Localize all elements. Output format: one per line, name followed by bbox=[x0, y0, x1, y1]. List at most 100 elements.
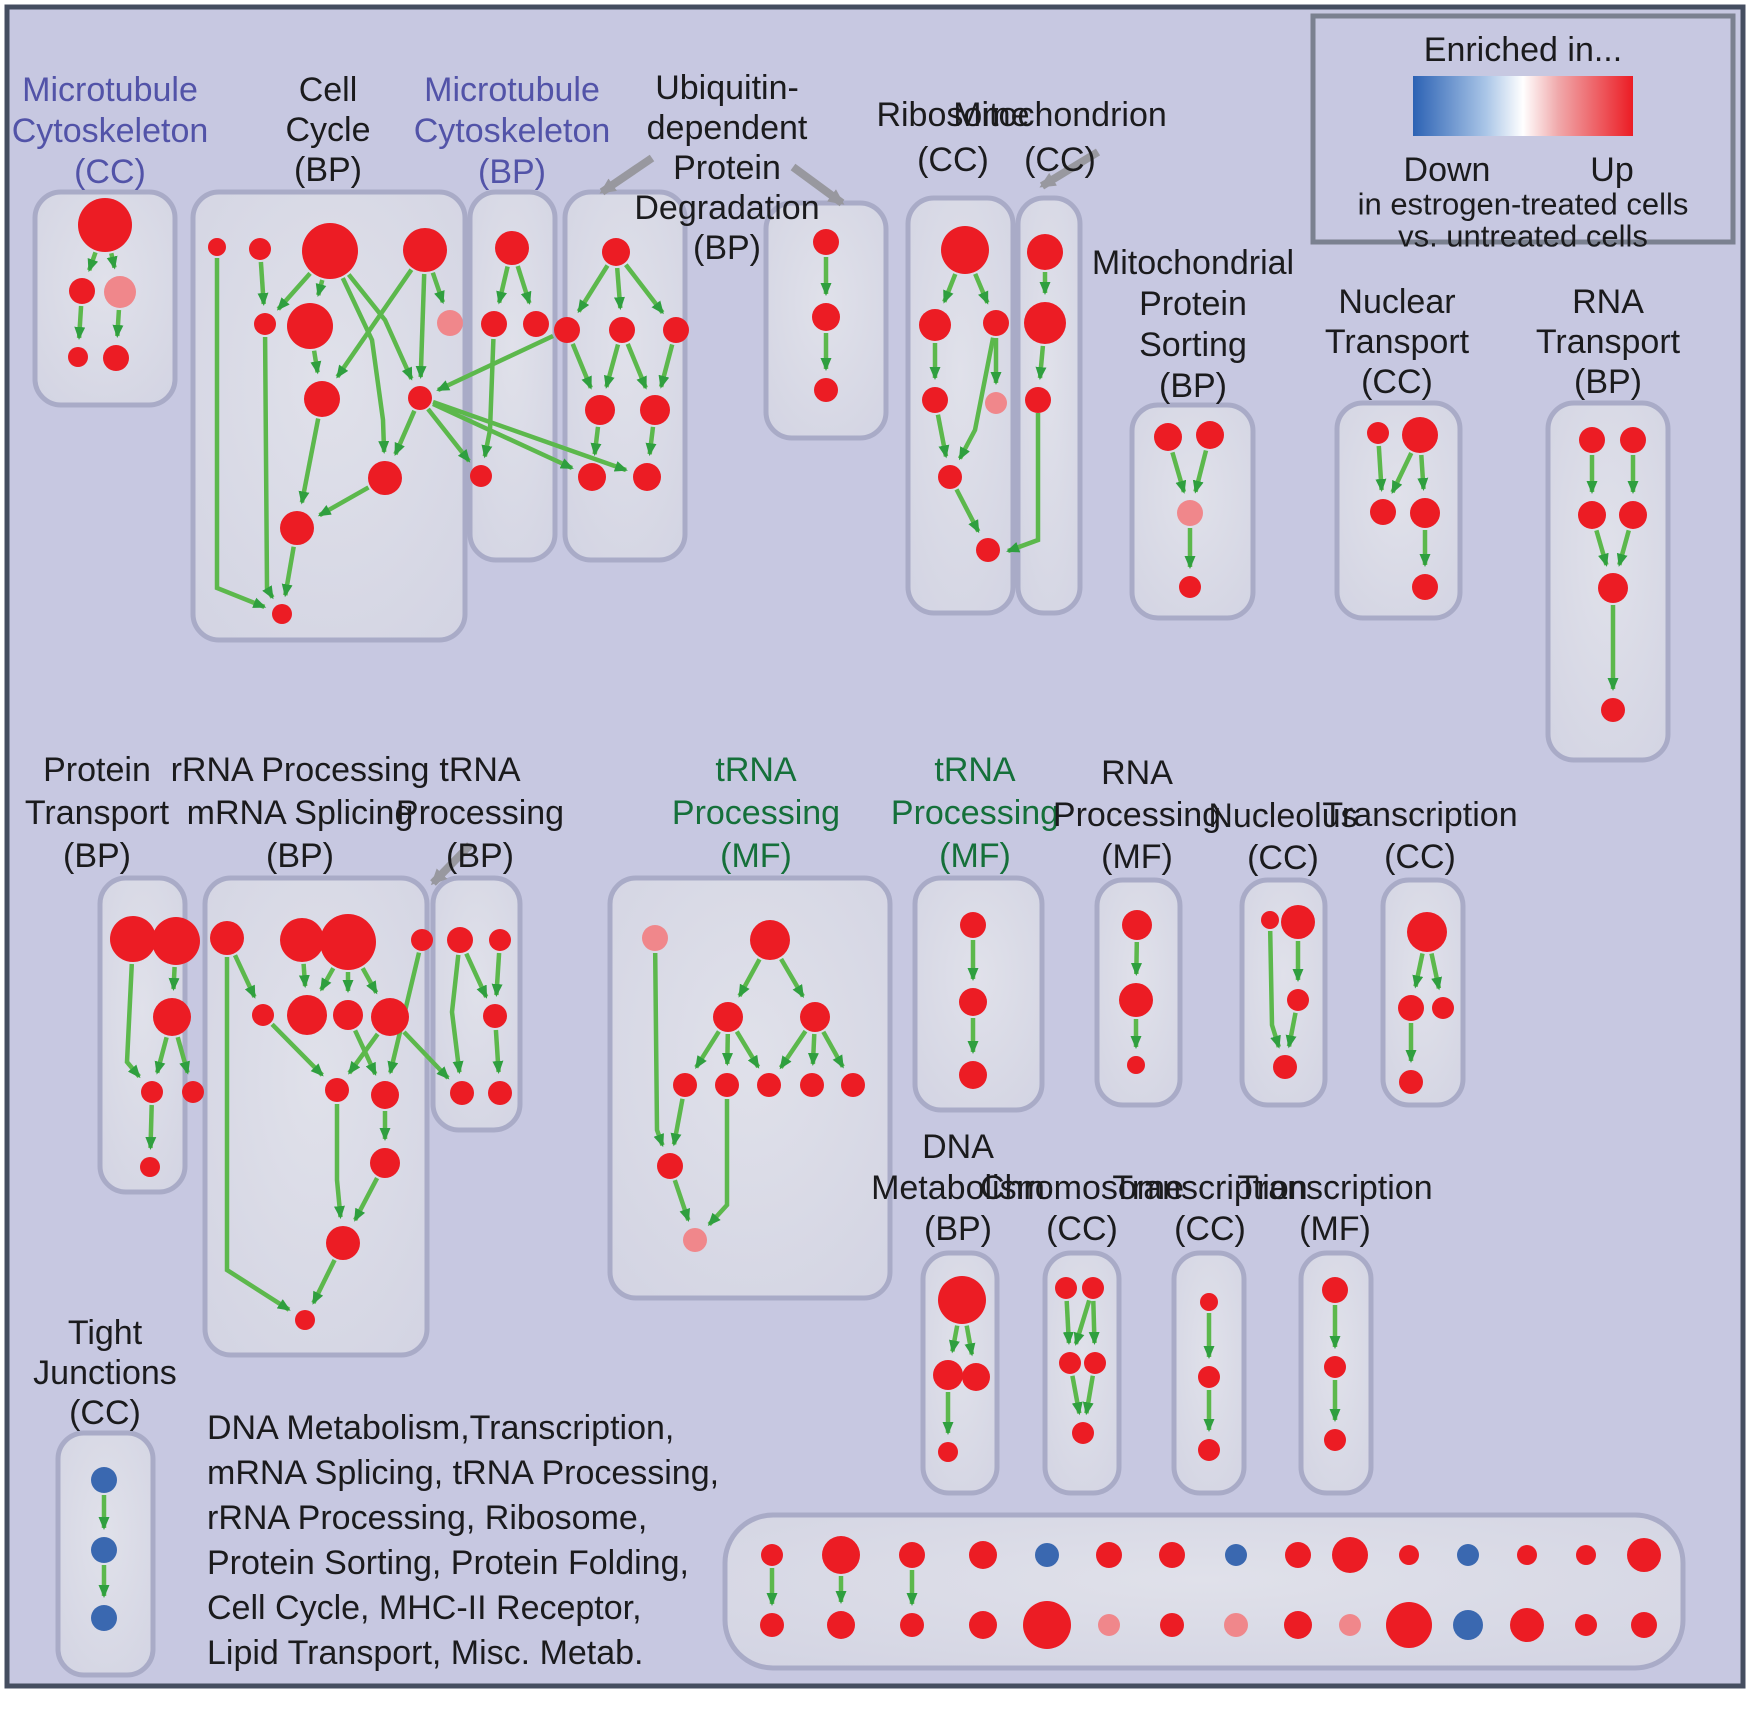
hierarchy-arrow bbox=[1412, 953, 1425, 989]
go-term-node bbox=[78, 198, 132, 252]
hierarchy-arrow bbox=[942, 273, 958, 304]
go-term-node bbox=[554, 317, 580, 343]
go-term-node bbox=[760, 1613, 784, 1637]
hierarchy-arrow bbox=[603, 343, 621, 389]
go-term-node bbox=[813, 229, 839, 255]
cluster-label: (BP) bbox=[924, 1210, 992, 1248]
go-term-node bbox=[371, 1081, 399, 1109]
cluster-label: dependent bbox=[647, 109, 808, 147]
cluster-label: (BP) bbox=[63, 837, 131, 875]
hierarchy-arrow bbox=[232, 954, 257, 999]
hierarchy-arrow bbox=[393, 409, 417, 457]
go-term-node bbox=[333, 1000, 363, 1030]
hierarchy-arrow bbox=[214, 258, 267, 609]
cluster-label: (CC) bbox=[69, 1394, 141, 1432]
go-term-node bbox=[252, 1004, 274, 1026]
go-term-node bbox=[1127, 1056, 1145, 1074]
hierarchy-arrow bbox=[1616, 529, 1631, 567]
cluster-label: Mitochondrion bbox=[953, 96, 1167, 134]
go-term-node bbox=[962, 1363, 990, 1391]
cluster-label: Processing bbox=[891, 794, 1059, 832]
hierarchy-arrow bbox=[87, 251, 99, 273]
go-term-node bbox=[983, 310, 1009, 336]
hierarchy-arrow bbox=[74, 305, 86, 340]
cluster-label: (MF) bbox=[1299, 1210, 1371, 1248]
go-term-node bbox=[1287, 989, 1309, 1011]
label-pointer-arrow bbox=[599, 154, 655, 196]
hierarchy-arrow bbox=[779, 957, 805, 999]
go-term-node bbox=[713, 1002, 743, 1032]
hierarchy-arrow bbox=[319, 967, 336, 992]
cluster-label: Microtubule bbox=[22, 71, 198, 109]
cluster-label: Processing bbox=[1053, 796, 1221, 834]
cluster-label: (MF) bbox=[939, 837, 1011, 875]
go-term-node bbox=[585, 395, 615, 425]
go-term-node bbox=[1399, 1070, 1423, 1094]
cluster-label: (BP) bbox=[1159, 367, 1227, 405]
go-term-node bbox=[609, 317, 635, 343]
go-term-node bbox=[827, 1611, 855, 1639]
go-term-node bbox=[1098, 1614, 1120, 1636]
go-term-node bbox=[757, 1073, 781, 1097]
hierarchy-arrow bbox=[721, 1033, 733, 1066]
go-term-node bbox=[715, 1073, 739, 1097]
go-term-node bbox=[640, 395, 670, 425]
summary-note-line: Cell Cycle, MHC-II Receptor, bbox=[207, 1589, 642, 1627]
cross-cluster-arrow bbox=[1006, 413, 1041, 554]
cluster-label: Processing bbox=[396, 794, 564, 832]
hierarchy-arrow bbox=[1429, 953, 1442, 991]
hierarchy-arrow bbox=[112, 309, 124, 338]
go-term-node bbox=[481, 311, 507, 337]
cluster-label: Protein bbox=[673, 149, 781, 187]
hierarchy-arrow bbox=[353, 1177, 380, 1222]
hierarchy-arrow bbox=[1375, 445, 1387, 492]
go-term-node bbox=[91, 1467, 117, 1493]
cluster-label: Cell bbox=[299, 71, 358, 109]
go-term-node bbox=[919, 309, 951, 341]
go-term-node bbox=[1035, 1543, 1059, 1567]
hierarchy-arrow bbox=[613, 267, 625, 311]
hierarchy-arrow bbox=[1390, 452, 1414, 495]
go-term-node bbox=[140, 1157, 160, 1177]
go-term-node bbox=[933, 1360, 963, 1390]
cluster-label: (BP) bbox=[266, 837, 334, 875]
go-term-node bbox=[1285, 1542, 1311, 1568]
cluster-label: (CC) bbox=[1361, 363, 1433, 401]
hierarchy-arrow bbox=[645, 426, 657, 457]
go-term-node bbox=[1177, 500, 1203, 526]
cluster-label: mRNA Splicing bbox=[187, 794, 414, 832]
hierarchy-arrow bbox=[625, 343, 648, 390]
cluster-label: (BP) bbox=[1574, 363, 1642, 401]
cluster-label: (CC) bbox=[1247, 839, 1319, 877]
hierarchy-arrow bbox=[570, 343, 593, 390]
hierarchy-arrow bbox=[658, 343, 675, 389]
hierarchy-arrow bbox=[491, 952, 503, 997]
go-term-node bbox=[938, 465, 962, 489]
go-term-node bbox=[208, 238, 226, 256]
go-term-node bbox=[1410, 498, 1440, 528]
go-term-node bbox=[326, 1226, 360, 1260]
cluster-label: (CC) bbox=[1046, 1210, 1118, 1248]
go-term-node bbox=[750, 920, 790, 960]
legend-box bbox=[1310, 13, 1736, 245]
hierarchy-arrow bbox=[1082, 1375, 1096, 1416]
legend-title: Enriched in... bbox=[1424, 31, 1622, 69]
go-term-node bbox=[642, 925, 668, 951]
go-term-node bbox=[371, 998, 409, 1036]
go-term-node bbox=[1579, 427, 1605, 453]
go-term-node bbox=[761, 1544, 783, 1566]
go-term-node bbox=[812, 303, 840, 331]
hierarchy-arrow bbox=[778, 1029, 808, 1070]
go-term-node bbox=[657, 1153, 683, 1179]
go-term-node bbox=[938, 1442, 958, 1462]
cluster-box-nuclear-transport bbox=[1334, 400, 1463, 621]
go-term-node bbox=[141, 1081, 163, 1103]
hierarchy-arrow bbox=[315, 279, 327, 298]
go-term-node bbox=[1160, 1613, 1184, 1637]
go-term-node bbox=[900, 1613, 924, 1637]
cluster-label: (BP) bbox=[693, 229, 761, 267]
legend-caption: vs. untreated cells bbox=[1398, 219, 1648, 254]
legend-up-label: Up bbox=[1590, 151, 1633, 189]
go-term-node bbox=[602, 238, 630, 266]
cluster-label: Cytoskeleton bbox=[414, 112, 611, 150]
